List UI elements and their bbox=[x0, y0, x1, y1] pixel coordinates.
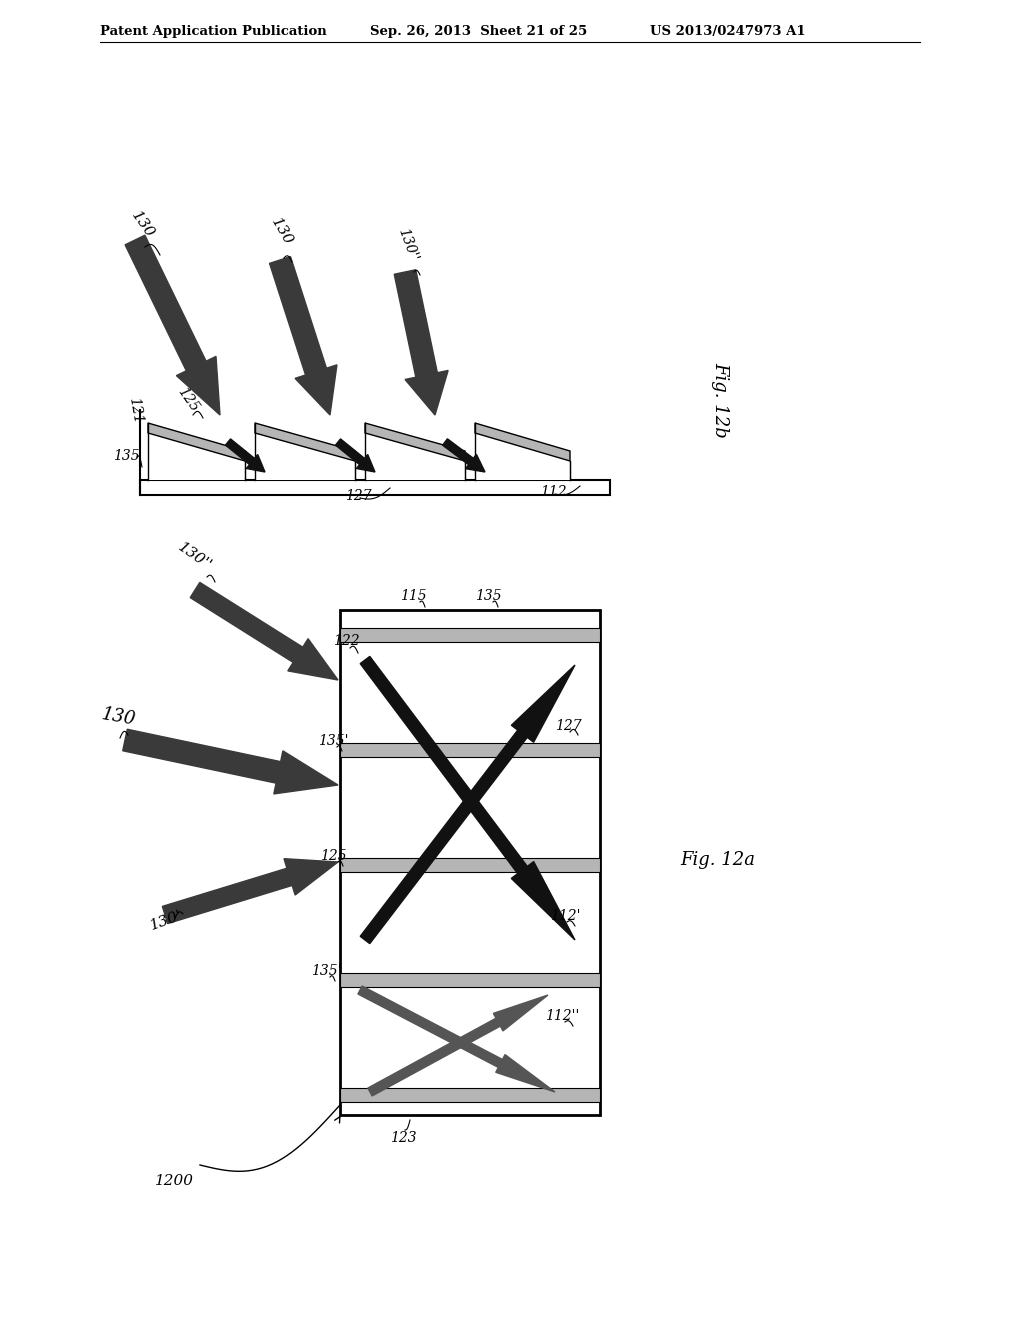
Text: 135: 135 bbox=[475, 589, 502, 603]
Text: 130'': 130'' bbox=[175, 540, 214, 573]
Polygon shape bbox=[475, 422, 570, 461]
Text: 130: 130 bbox=[128, 209, 157, 242]
Bar bbox=[340, 610, 600, 1115]
Polygon shape bbox=[360, 665, 575, 944]
Text: Fig. 12a: Fig. 12a bbox=[680, 851, 755, 869]
Text: Fig. 12b: Fig. 12b bbox=[711, 362, 729, 438]
Text: 115: 115 bbox=[400, 589, 427, 603]
Text: Sep. 26, 2013  Sheet 21 of 25: Sep. 26, 2013 Sheet 21 of 25 bbox=[370, 25, 587, 38]
Text: 127: 127 bbox=[345, 488, 372, 503]
Polygon shape bbox=[255, 422, 355, 461]
Text: 1200: 1200 bbox=[155, 1173, 194, 1188]
Bar bbox=[340, 743, 600, 756]
Polygon shape bbox=[255, 433, 355, 480]
Polygon shape bbox=[360, 656, 575, 940]
Bar bbox=[140, 480, 610, 495]
Polygon shape bbox=[475, 433, 570, 480]
Text: 127: 127 bbox=[555, 719, 582, 733]
Polygon shape bbox=[365, 422, 465, 461]
Text: Patent Application Publication: Patent Application Publication bbox=[100, 25, 327, 38]
Text: 121: 121 bbox=[126, 396, 144, 425]
Polygon shape bbox=[269, 256, 337, 414]
Polygon shape bbox=[225, 438, 265, 473]
Text: 123: 123 bbox=[390, 1131, 417, 1144]
Text: 135': 135' bbox=[318, 734, 348, 748]
Polygon shape bbox=[365, 433, 465, 480]
Text: 135': 135' bbox=[311, 964, 341, 978]
Polygon shape bbox=[358, 986, 555, 1092]
Polygon shape bbox=[368, 995, 548, 1096]
Text: 125: 125 bbox=[175, 385, 202, 414]
Text: 112': 112' bbox=[550, 909, 581, 923]
Text: 112: 112 bbox=[540, 484, 566, 499]
Polygon shape bbox=[190, 582, 338, 680]
Bar bbox=[340, 858, 600, 873]
Text: 130: 130 bbox=[100, 705, 137, 729]
Text: US 2013/0247973 A1: US 2013/0247973 A1 bbox=[650, 25, 806, 38]
Text: 130'': 130'' bbox=[395, 226, 420, 263]
Bar bbox=[340, 973, 600, 987]
Text: 135: 135 bbox=[113, 449, 139, 463]
Polygon shape bbox=[442, 438, 485, 473]
Text: 122: 122 bbox=[333, 634, 359, 648]
Text: 130: 130 bbox=[268, 215, 295, 248]
Polygon shape bbox=[148, 433, 245, 480]
Polygon shape bbox=[125, 235, 220, 414]
Polygon shape bbox=[123, 729, 338, 793]
Bar bbox=[340, 1088, 600, 1102]
Text: 125: 125 bbox=[319, 849, 347, 863]
Polygon shape bbox=[148, 422, 245, 461]
Polygon shape bbox=[163, 859, 338, 924]
Polygon shape bbox=[394, 269, 449, 414]
Text: 112'': 112'' bbox=[545, 1008, 580, 1023]
Text: 130': 130' bbox=[148, 908, 184, 933]
Bar bbox=[340, 628, 600, 642]
Polygon shape bbox=[336, 438, 375, 473]
